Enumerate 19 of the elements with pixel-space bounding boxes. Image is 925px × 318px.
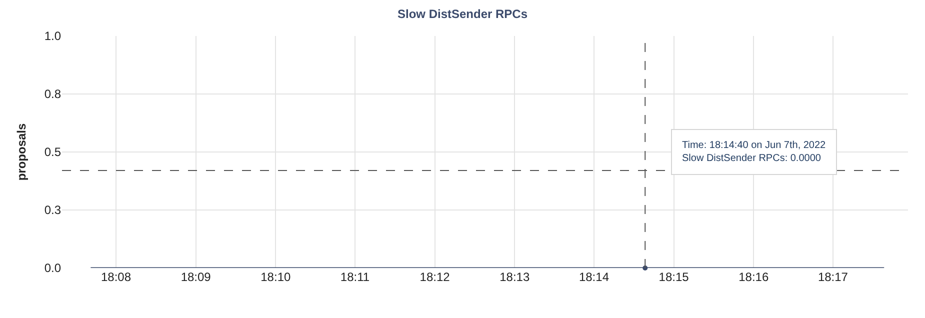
y-tick-label: 0.8 — [44, 87, 62, 102]
x-tick-label: 18:13 — [500, 270, 530, 284]
x-tick-label: 18:11 — [340, 270, 370, 284]
x-tick-label: 18:08 — [100, 270, 132, 284]
y-tick-label: 0.5 — [44, 145, 62, 160]
x-tick-label: 18:17 — [818, 270, 848, 284]
annotation: Time: 18:14:40 on Jun 7th, 2022 — [682, 140, 826, 151]
x-tick-label: 18:10 — [260, 270, 291, 284]
annotation: Slow DistSender RPCs: 0.0000 — [682, 153, 822, 164]
y-tick-label: 0.0 — [44, 261, 62, 276]
y-tick-label: 1.0 — [44, 29, 62, 44]
x-tick-label: 18:09 — [180, 270, 212, 284]
x-tick-label: 18:14 — [578, 270, 610, 284]
y-axis-title: proposals — [14, 123, 29, 181]
x-tick-label: 18:12 — [420, 270, 450, 284]
x-tick-label: 18:16 — [738, 270, 769, 284]
x-tick-label: 18:15 — [658, 270, 690, 284]
y-tick-label: 0.3 — [44, 203, 62, 218]
chart-title: Slow DistSender RPCs — [397, 6, 528, 21]
